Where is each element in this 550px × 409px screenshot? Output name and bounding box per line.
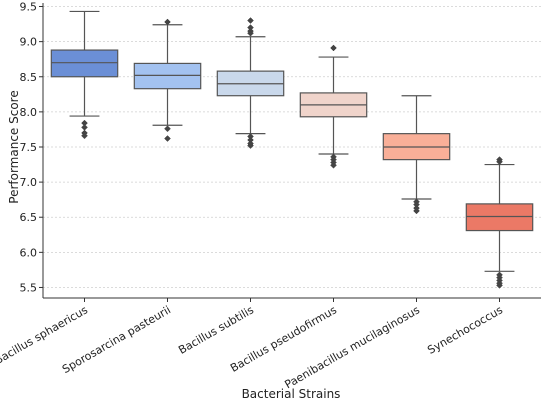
iqr-box [50, 49, 119, 78]
outlier-point [413, 207, 420, 215]
outlier-point [330, 44, 337, 52]
boxes [50, 10, 534, 289]
box-5 [382, 95, 451, 215]
y-tick-label: 6.5 [20, 211, 38, 224]
y-tick-label: 9.0 [20, 36, 38, 49]
x-tick-label: Synechococcus [425, 303, 505, 357]
box-4 [299, 44, 368, 169]
x-tick-label: Bacillus subtilis [176, 303, 256, 357]
y-tick-label: 7.0 [20, 176, 38, 189]
iqr-box [133, 62, 202, 90]
box-3 [216, 17, 285, 149]
outlier-point [247, 142, 254, 149]
y-tick-label: 8.5 [20, 71, 38, 84]
box-1 [50, 10, 119, 140]
outlier-point [247, 17, 254, 24]
outlier-point [81, 123, 88, 131]
iqr-box [465, 203, 534, 232]
x-axis-title: Bacterial Strains [242, 387, 341, 401]
outlier-point [247, 29, 254, 37]
y-tick-label: 6.0 [20, 246, 38, 259]
outlier-point [330, 161, 337, 169]
outlier-point [81, 132, 88, 140]
box-6 [465, 156, 534, 289]
outlier-point [164, 125, 171, 133]
outlier-point [496, 282, 503, 289]
y-tick-label: 9.5 [20, 1, 38, 14]
x-tick-label: Paenibacillus mucilaginosus [282, 303, 422, 391]
box-2 [133, 18, 202, 142]
outlier-point [496, 158, 503, 166]
outlier-point [164, 18, 171, 26]
y-tick-label: 5.5 [20, 281, 38, 294]
gridlines [43, 6, 541, 288]
y-tick-label: 7.5 [20, 141, 38, 154]
y-tick-label: 8.0 [20, 106, 38, 119]
y-axis-title: Performance Score [7, 90, 21, 203]
outlier-point [164, 135, 171, 142]
